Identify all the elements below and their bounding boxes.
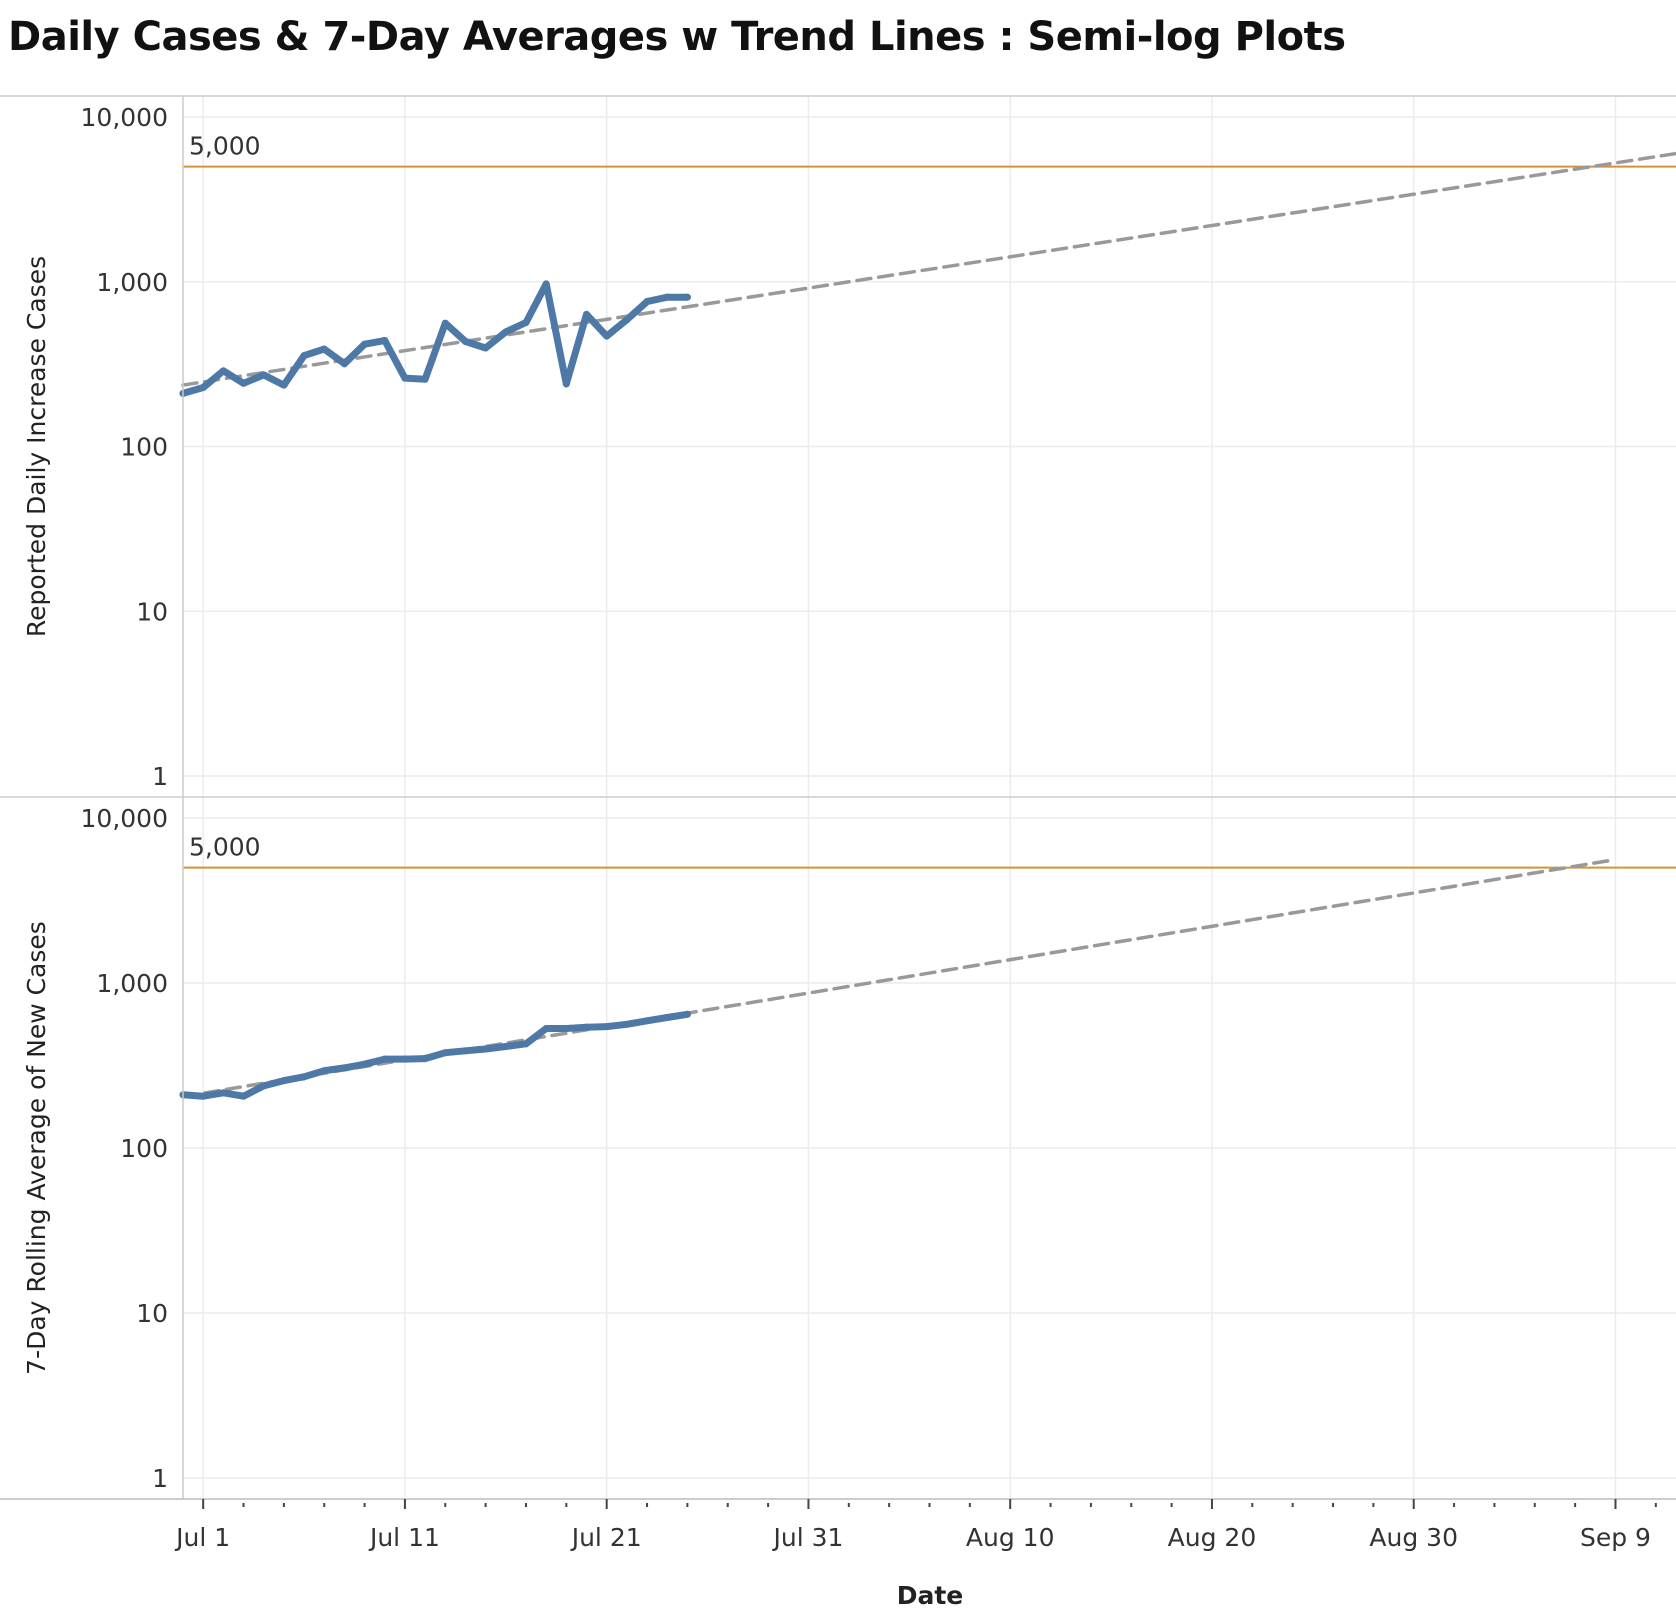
data-point bbox=[421, 375, 429, 383]
x-axis-label: Date bbox=[897, 1581, 964, 1610]
chart-title: Daily Cases & 7-Day Averages w Trend Lin… bbox=[8, 14, 1346, 60]
data-point bbox=[401, 374, 409, 382]
y-tick-label: 10 bbox=[136, 1299, 168, 1328]
data-point bbox=[320, 345, 328, 353]
data-point bbox=[482, 1045, 490, 1053]
x-tick-label: Aug 30 bbox=[1369, 1523, 1458, 1552]
data-point bbox=[461, 337, 469, 345]
data-point bbox=[542, 1024, 550, 1032]
data-point bbox=[280, 1077, 288, 1085]
y-tick-label: 1 bbox=[152, 762, 168, 791]
x-tick-label: Sep 9 bbox=[1580, 1523, 1651, 1552]
data-point bbox=[260, 371, 268, 379]
data-point bbox=[542, 280, 550, 288]
data-point bbox=[562, 1024, 570, 1032]
data-point bbox=[260, 1082, 268, 1090]
data-point bbox=[300, 352, 308, 360]
data-point bbox=[623, 316, 631, 324]
data-point bbox=[381, 1055, 389, 1063]
data-point bbox=[240, 1092, 248, 1100]
panel-2: 1 10 100 1,000 10,000 5,000 7-Day Rolling Aver… bbox=[0, 796, 1676, 1499]
data-point bbox=[663, 293, 671, 301]
reference-line-label: 5,000 bbox=[189, 132, 261, 161]
data-point bbox=[502, 1043, 510, 1051]
data-point bbox=[603, 1023, 611, 1031]
data-point bbox=[522, 1040, 530, 1048]
y-tick-label: 100 bbox=[120, 433, 168, 462]
data-point bbox=[583, 1023, 591, 1031]
reference-line-label: 5,000 bbox=[189, 833, 261, 862]
y-tick-label: 10 bbox=[136, 597, 168, 626]
x-tick-label: Jul 11 bbox=[368, 1523, 440, 1552]
data-point bbox=[643, 1017, 651, 1025]
y-axis-label: 7-Day Rolling Average of New Cases bbox=[22, 921, 51, 1375]
data-point bbox=[240, 379, 248, 387]
data-point bbox=[361, 1060, 369, 1068]
data-point bbox=[361, 340, 369, 348]
data-point bbox=[643, 298, 651, 306]
series-line bbox=[179, 280, 691, 397]
data-point bbox=[482, 344, 490, 352]
data-point bbox=[441, 1049, 449, 1057]
y-tick-label: 10,000 bbox=[81, 804, 168, 833]
data-point bbox=[583, 310, 591, 318]
data-point bbox=[320, 1067, 328, 1075]
data-point bbox=[381, 336, 389, 344]
data-point bbox=[340, 1064, 348, 1072]
x-tick-label: Aug 20 bbox=[1168, 1523, 1257, 1552]
y-tick-label: 10,000 bbox=[81, 103, 168, 132]
y-axis-label: Reported Daily Increase Cases bbox=[22, 256, 51, 637]
y-tick-label: 1,000 bbox=[96, 268, 168, 297]
data-point bbox=[461, 1047, 469, 1055]
data-point bbox=[683, 1010, 691, 1018]
data-point bbox=[623, 1020, 631, 1028]
x-tick-label: Jul 31 bbox=[771, 1523, 843, 1552]
data-point bbox=[219, 367, 227, 375]
data-point bbox=[663, 1013, 671, 1021]
data-point bbox=[219, 1089, 227, 1097]
data-point bbox=[683, 293, 691, 301]
data-point bbox=[340, 360, 348, 368]
data-point bbox=[603, 332, 611, 340]
data-point bbox=[199, 384, 207, 392]
data-point bbox=[401, 1055, 409, 1063]
data-point bbox=[502, 328, 510, 336]
x-tick-label: Jul 21 bbox=[570, 1523, 642, 1552]
data-point bbox=[199, 1092, 207, 1100]
data-point bbox=[562, 380, 570, 388]
y-tick-label: 1 bbox=[152, 1464, 168, 1493]
data-point bbox=[280, 381, 288, 389]
x-tick-label: Aug 10 bbox=[966, 1523, 1055, 1552]
data-point bbox=[441, 319, 449, 327]
data-point bbox=[421, 1055, 429, 1063]
data-point bbox=[522, 318, 530, 326]
x-tick-label: Jul 1 bbox=[174, 1523, 230, 1552]
panel-1: 1 10 100 1,000 10,000 5,000 Reported Daily Inc… bbox=[0, 95, 1676, 797]
y-tick-label: 100 bbox=[120, 1134, 168, 1163]
data-point bbox=[300, 1073, 308, 1081]
y-tick-label: 1,000 bbox=[96, 969, 168, 998]
trend-line bbox=[181, 151, 1676, 387]
